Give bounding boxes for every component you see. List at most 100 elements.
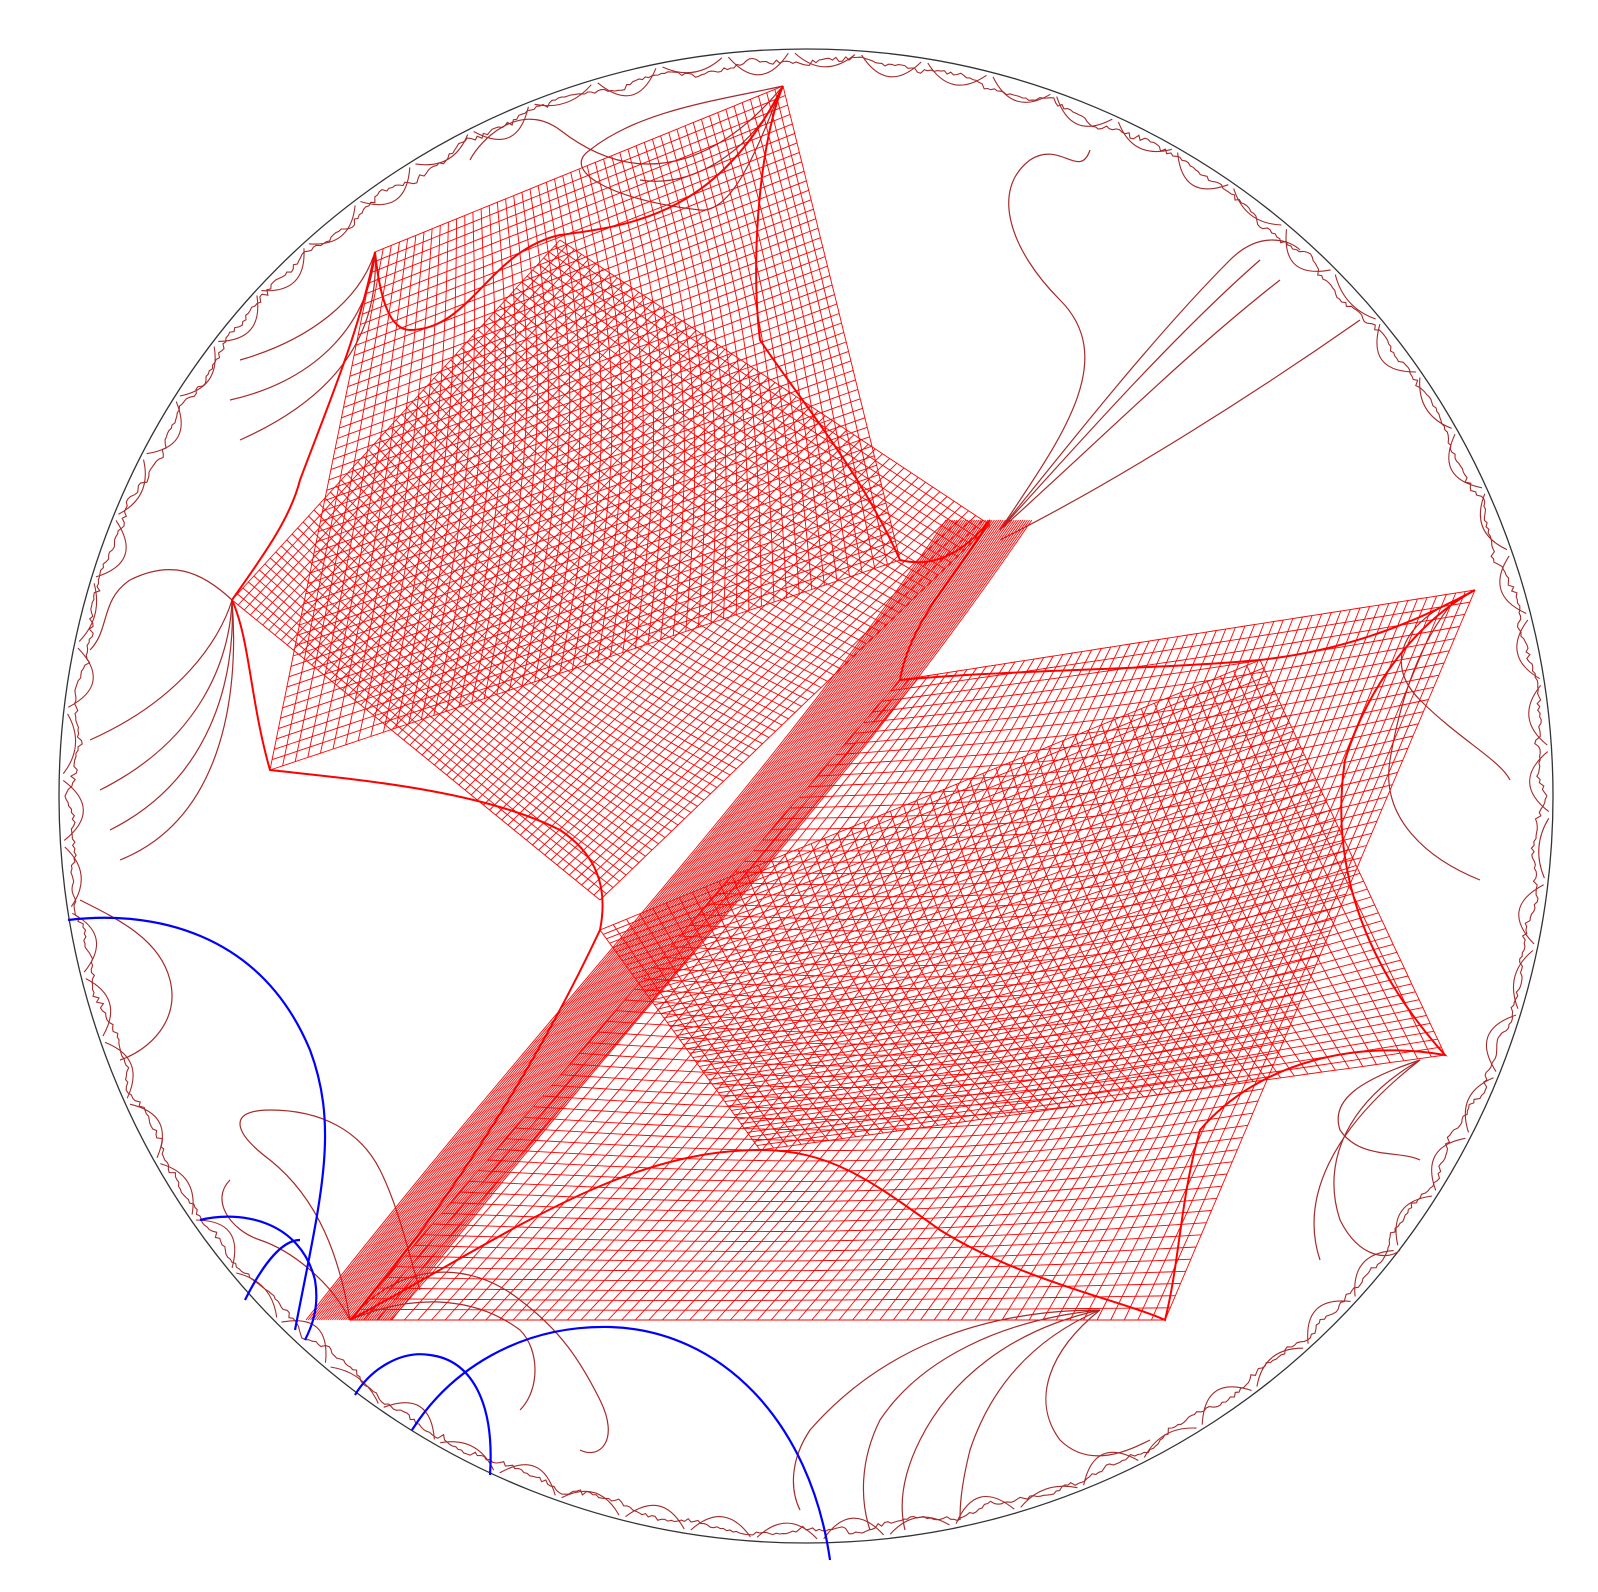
- fringe-scallop: [889, 1516, 950, 1535]
- branch-curve: [239, 251, 376, 361]
- fringe-scallop: [823, 1517, 885, 1540]
- mesh-line: [305, 398, 861, 595]
- geodesic-arc: [199, 1215, 318, 1341]
- mesh-line: [654, 793, 1324, 1006]
- fringe-scallop: [62, 779, 84, 841]
- mesh-line: [338, 519, 980, 1321]
- mesh-line: [734, 991, 1416, 1116]
- fractal-boundary-fringe: [62, 52, 1550, 1540]
- mesh-line: [349, 199, 812, 377]
- mesh-line: [988, 609, 1351, 1321]
- mesh-line: [1137, 592, 1457, 1321]
- mesh-line: [262, 263, 597, 626]
- mesh-line: [332, 519, 973, 1321]
- mesh-line: [727, 975, 1409, 1107]
- mesh-line: [825, 627, 1236, 1321]
- mesh-line: [731, 983, 1412, 1111]
- mesh-line: [635, 746, 1301, 979]
- mesh-line: [310, 519, 951, 1321]
- mesh-line: [568, 500, 955, 876]
- mesh-line: [1055, 601, 1399, 1321]
- geodesic-arc: [244, 1238, 301, 1301]
- mesh-line: [562, 496, 948, 871]
- mesh-line: [705, 920, 1383, 1076]
- branch-curve: [999, 239, 1301, 531]
- mesh-line: [673, 841, 1346, 1032]
- mesh-line: [290, 464, 877, 667]
- mesh-line: [354, 334, 704, 701]
- mesh-line: [329, 519, 971, 1321]
- fringe-scallop: [1334, 274, 1376, 320]
- mesh-line: [550, 486, 934, 861]
- branch-curve: [999, 259, 1261, 531]
- fringe-scallop: [1177, 152, 1229, 190]
- fringe-scallop: [179, 346, 216, 397]
- mesh-line: [324, 313, 840, 502]
- mesh-line: [351, 519, 993, 1321]
- mesh-line: [838, 625, 1246, 1321]
- mesh-line: [708, 928, 1386, 1081]
- fringe-scallop: [440, 1441, 495, 1471]
- mesh-line: [380, 519, 1022, 1321]
- mesh-line: [366, 123, 793, 294]
- mesh-line: [526, 660, 1025, 1321]
- mesh-line: [892, 619, 1284, 1321]
- fringe-scallop: [1020, 1485, 1078, 1508]
- mesh-line: [360, 151, 800, 325]
- mesh-line: [538, 477, 919, 851]
- mesh-line: [663, 817, 1335, 1019]
- fringe-scallop: [561, 1490, 620, 1516]
- mesh-line: [644, 770, 1312, 993]
- branch-curve: [109, 599, 233, 831]
- mesh-line: [340, 519, 982, 1321]
- mesh-line: [1042, 603, 1390, 1321]
- mesh-line: [670, 833, 1342, 1028]
- fringe-scallop: [64, 846, 82, 908]
- mesh-line: [328, 294, 835, 481]
- mesh-line: [609, 683, 1272, 944]
- mesh-line: [256, 258, 590, 621]
- fringe-scallop: [415, 134, 469, 166]
- mesh-line: [295, 445, 873, 647]
- fringe-scallop: [992, 76, 1051, 103]
- mesh-line: [639, 913, 802, 1145]
- fringe-scallop: [1056, 96, 1113, 127]
- mesh-line: [271, 550, 898, 761]
- branch-curve: [221, 1179, 351, 1321]
- mesh-line: [366, 344, 719, 711]
- mesh-line: [305, 519, 947, 1321]
- mesh-line: [619, 706, 1283, 957]
- mesh-line: [737, 999, 1420, 1120]
- mesh-line: [318, 519, 960, 1321]
- mesh-line: [553, 657, 1045, 1321]
- mesh-line: [947, 613, 1323, 1321]
- mesh-line: [743, 1015, 1427, 1129]
- fringe-scallop: [756, 1522, 818, 1540]
- mesh-line: [575, 505, 962, 881]
- mesh-line: [378, 519, 1019, 1321]
- mesh-line: [365, 519, 1006, 1321]
- mesh-line: [724, 967, 1405, 1103]
- mesh-line: [440, 401, 805, 771]
- mesh-line: [389, 519, 1030, 1321]
- mesh-line: [358, 519, 1000, 1321]
- mesh-line: [634, 648, 1102, 1321]
- fringe-scallop: [330, 1366, 379, 1404]
- mesh-line: [469, 1161, 1233, 1192]
- mesh-line: [286, 483, 882, 688]
- mesh-line: [373, 519, 1015, 1321]
- mesh-line: [662, 645, 1121, 1321]
- mesh-line: [372, 95, 786, 263]
- fringe-scallop: [1354, 1250, 1394, 1297]
- mesh-line: [312, 519, 953, 1321]
- mesh-line: [414, 1234, 1202, 1252]
- mesh-line: [355, 170, 805, 346]
- fringe-scallop: [499, 1464, 556, 1496]
- fringe-scallop: [78, 583, 98, 642]
- branch-curve: [89, 599, 233, 741]
- fringe-scallop: [129, 1103, 163, 1159]
- mesh-line: [532, 472, 912, 846]
- mesh-line: [299, 426, 868, 626]
- mesh-line: [501, 448, 876, 821]
- mesh-line: [313, 360, 852, 553]
